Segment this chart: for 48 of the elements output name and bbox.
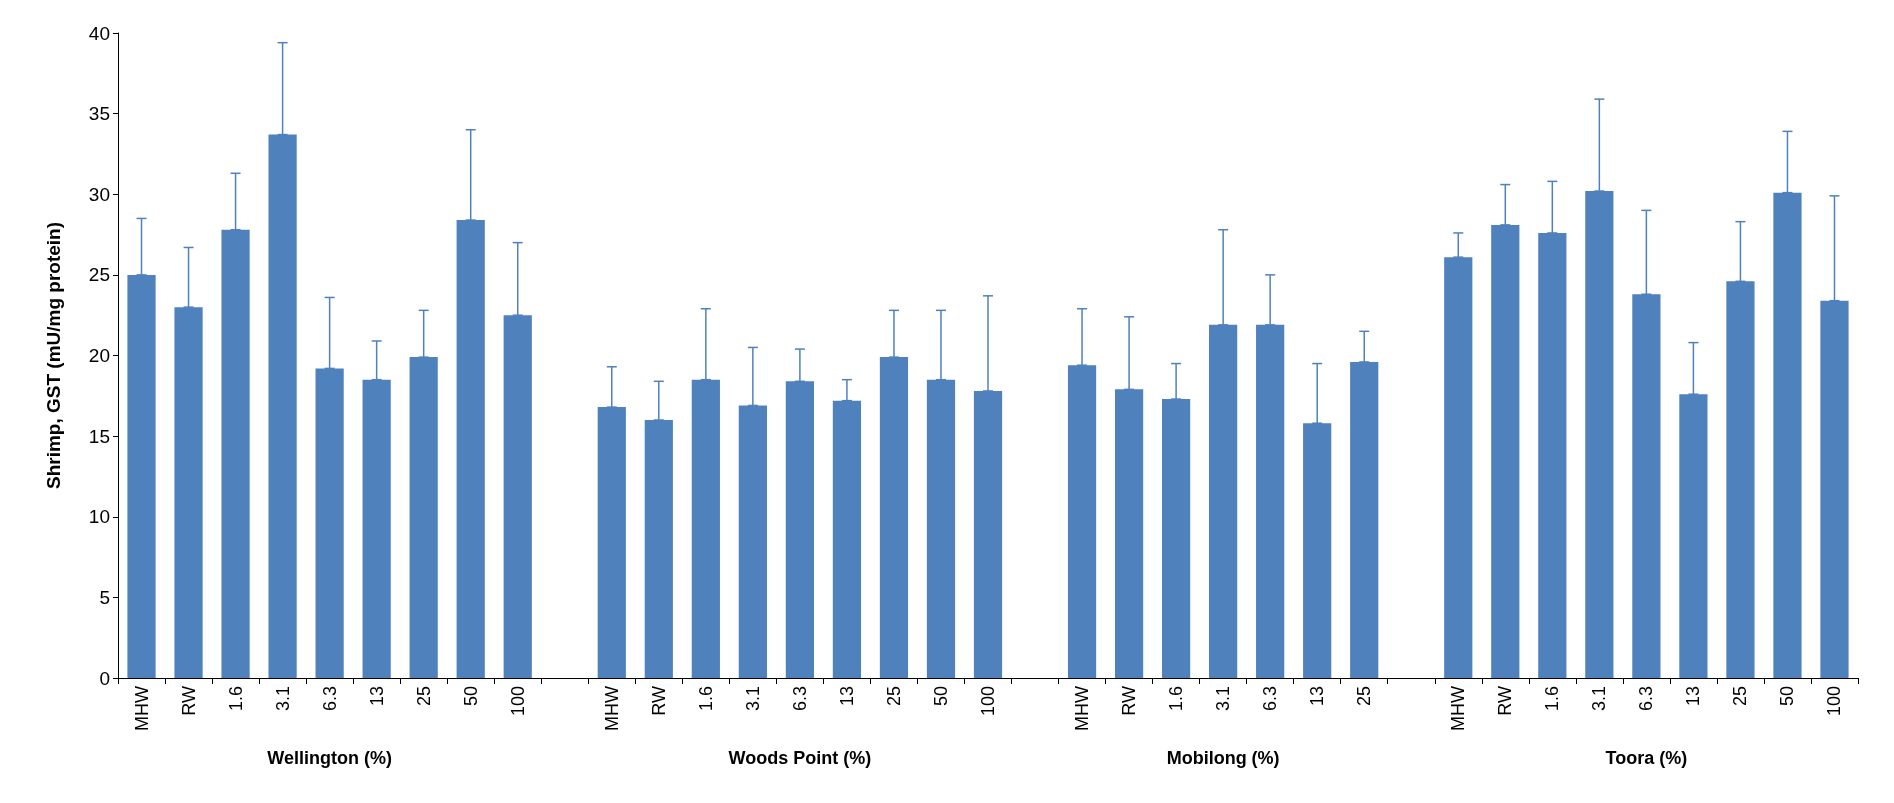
x-tick-label: 25 (1354, 686, 1375, 707)
x-tick-label: 1.6 (225, 686, 246, 712)
x-tick-label: MHW (1448, 685, 1469, 731)
x-tick-label: 25 (883, 686, 904, 707)
y-tick-label: 30 (88, 183, 110, 205)
y-tick-label: 25 (88, 264, 110, 286)
text: Wellington (%) (267, 748, 392, 768)
x-tick-label: RW (648, 686, 669, 716)
x-tick-label: 100 (978, 686, 998, 717)
y-tick-label: 5 (99, 586, 110, 608)
x-tick-label: 13 (836, 686, 857, 707)
x-tick-label: 100 (1824, 686, 1845, 717)
x-tick-label: MHW (1072, 685, 1093, 731)
x-tick-label: 50 (1777, 686, 1798, 707)
x-tick-label: RW (1495, 686, 1516, 716)
x-tick-label: 25 (413, 686, 434, 707)
y-tick-label: 40 (88, 22, 110, 44)
x-tick-label: 6.3 (319, 686, 340, 712)
x-tick-label: 1.6 (1166, 686, 1187, 712)
x-tick-label: MHW (601, 685, 622, 731)
x-tick-label: 1.6 (695, 686, 716, 712)
text: Toora (%) (1605, 748, 1688, 768)
y-tick-label: 10 (88, 506, 110, 528)
x-tick-label: 3.1 (742, 686, 763, 712)
x-tick-label: 1.6 (1542, 686, 1563, 712)
x-tick-label: 6.3 (1636, 686, 1657, 712)
y-tick-label: 20 (88, 345, 110, 366)
text: Mobilong (%) (1166, 748, 1280, 768)
x-tick-label: 6.3 (1260, 686, 1281, 712)
y-tick-label: 0 (99, 667, 110, 689)
x-tick-label: 100 (507, 686, 528, 717)
x-tick-label: RW (1119, 686, 1140, 716)
x-tick-label: 50 (930, 686, 951, 707)
text: Woods Point (%) (728, 748, 872, 768)
x-tick-label: 50 (460, 686, 481, 707)
y-tick-label: 15 (88, 425, 110, 447)
y-axis-title: Shrimp, GST (mU/mg protein) (43, 221, 64, 490)
x-tick-label: RW (178, 686, 199, 716)
x-tick-label: 3.1 (272, 686, 293, 712)
x-tick-label: 25 (1730, 686, 1751, 707)
x-tick-label: 6.3 (789, 686, 810, 712)
x-tick-label: 3.1 (1213, 686, 1234, 712)
x-tick-label: 13 (1683, 686, 1704, 707)
x-tick-label: MHW (131, 685, 152, 731)
x-tick-label: 13 (366, 686, 387, 707)
x-tick-label: 13 (1307, 686, 1328, 707)
x-tick-label: 3.1 (1589, 686, 1610, 712)
y-tick-label: 35 (88, 103, 110, 125)
